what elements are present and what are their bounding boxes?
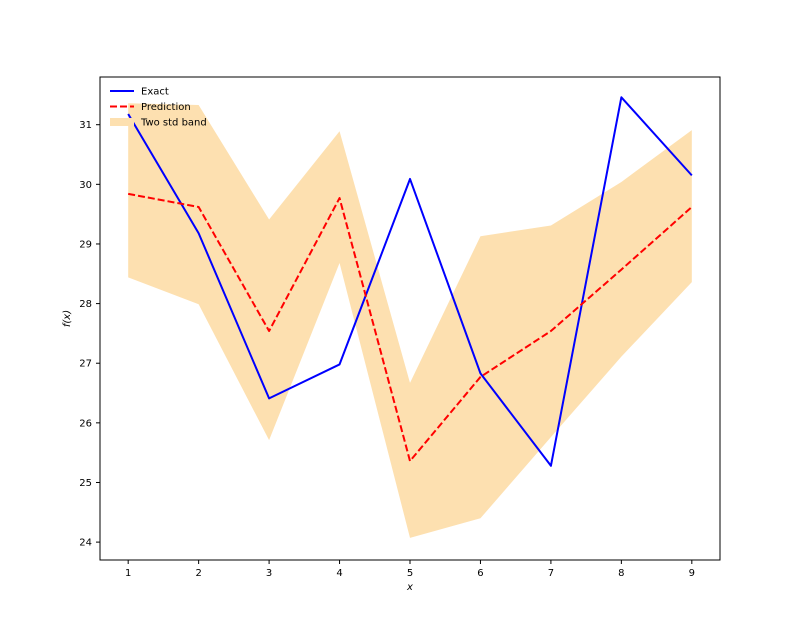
y-tick-label: 31 [79, 120, 92, 131]
legend-label: Exact [141, 87, 169, 98]
y-tick-label: 30 [79, 180, 92, 191]
y-tick-label: 28 [79, 299, 92, 310]
std-band-layer [128, 103, 692, 538]
y-axis-label: f(x) [62, 310, 73, 327]
y-tick-label: 29 [79, 239, 92, 250]
two-std-band [128, 103, 692, 538]
series-line-exact [127, 96, 693, 467]
x-tick-label: 5 [407, 568, 413, 579]
x-tick-label: 1 [125, 568, 131, 579]
y-tick-label: 26 [79, 418, 92, 429]
legend-label: Prediction [141, 102, 191, 113]
legend-swatch-band [110, 118, 134, 126]
series-layer [127, 96, 693, 467]
y-tick-label: 24 [79, 538, 92, 549]
x-tick-label: 4 [336, 568, 342, 579]
legend-label: Two std band [140, 118, 207, 129]
series-line-prediction [127, 192, 693, 463]
x-tick-label: 2 [195, 568, 201, 579]
legend: Exact Prediction Two std band [110, 87, 207, 129]
y-tick-label: 27 [79, 359, 92, 370]
x-tick-label: 3 [266, 568, 272, 579]
x-tick-label: 9 [689, 568, 695, 579]
x-axis-label: x [406, 582, 413, 593]
y-ticks: 24 25 26 27 28 29 30 31 [79, 120, 100, 549]
x-tick-label: 7 [548, 568, 554, 579]
x-tick-label: 8 [618, 568, 624, 579]
y-tick-label: 25 [79, 478, 92, 489]
x-tick-label: 6 [477, 568, 483, 579]
x-ticks: 1 2 3 4 5 6 7 8 9 [125, 560, 695, 579]
